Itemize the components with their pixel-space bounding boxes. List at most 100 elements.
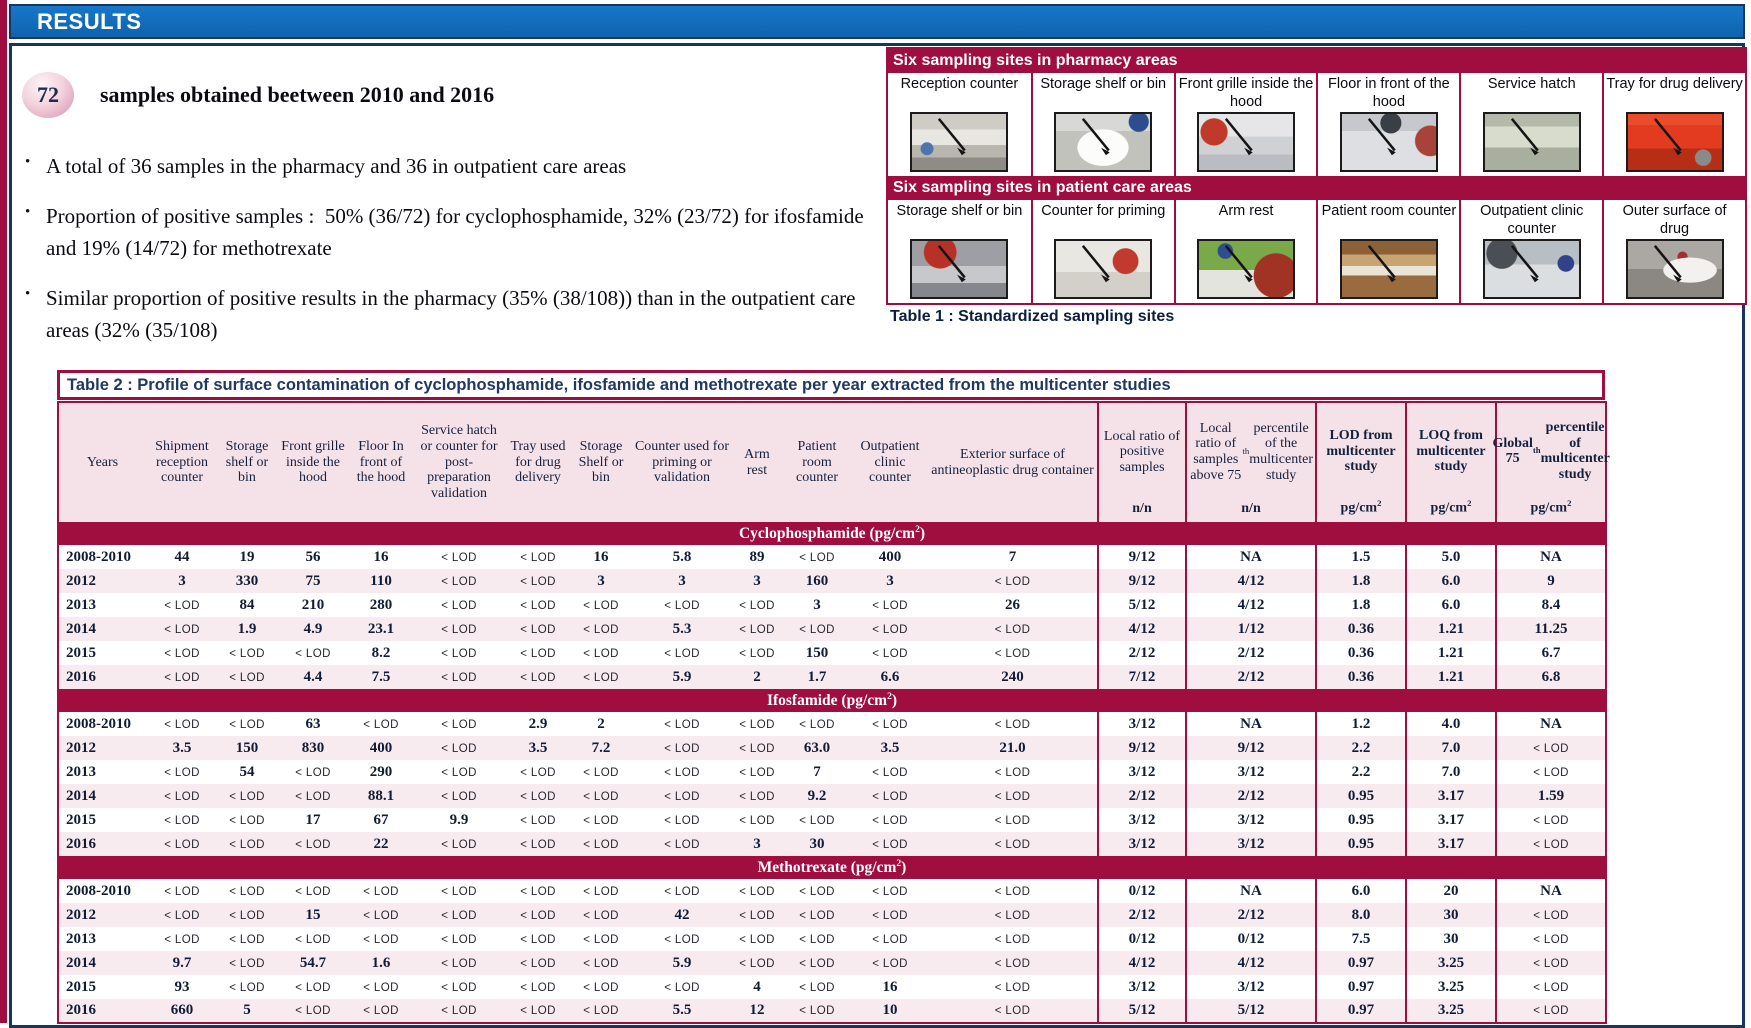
table2-cell: 44 [174, 548, 190, 565]
table2-cell: < LOD [664, 814, 700, 827]
table2-cell: 2 [597, 715, 605, 732]
sampling-site-photo [1339, 112, 1438, 172]
table2-cell: 3/12 [1185, 975, 1316, 999]
table2-cell: 9.9 [449, 811, 469, 828]
sample-arrow-icon [1082, 245, 1110, 283]
table2-cell: 0.36 [1315, 641, 1406, 665]
table2-cell: 3.25 [1405, 999, 1496, 1023]
table2-cell: 6.0 [1405, 593, 1496, 617]
table2-cell: < LOD [852, 784, 928, 808]
table2-panel: Table 2 : Profile of surface contaminati… [57, 370, 1610, 1024]
table2-cell: < LOD [739, 885, 775, 898]
table2-cell: 67 [373, 811, 389, 828]
table2-cell: < LOD [664, 885, 700, 898]
table2-row: 2014 < LOD < LOD < LOD 88.1 < LOD < LOD < LOD < … [58, 784, 1606, 808]
table2-cell: < LOD [295, 933, 331, 946]
table2-cell: 3 [732, 569, 782, 593]
table2-cell: < LOD [520, 647, 556, 660]
table2-cell: < LOD [732, 617, 782, 641]
table2-cell: 22 [350, 832, 412, 856]
table2-cell: < LOD [994, 647, 1031, 660]
table2-cell: < LOD [583, 647, 619, 660]
table2-cell: < LOD [739, 814, 775, 827]
table2-cell: < LOD [928, 569, 1098, 593]
table2-cell: < LOD [570, 832, 632, 856]
table2-cell: 11.25 [1495, 617, 1606, 641]
table2-cell: < LOD [872, 647, 908, 660]
sample-arrow-icon [1510, 118, 1539, 156]
sampling-site-photo [1054, 112, 1153, 172]
table2-cell: 3/12 [1185, 808, 1316, 832]
sampling-site-cell: Arm rest [1173, 200, 1317, 303]
table2-cell: 0.36 [1315, 617, 1406, 641]
table2-cell: 4 [753, 978, 761, 995]
table2-cell: 210 [301, 596, 325, 613]
table2-cell: 16 [593, 548, 609, 565]
sampling-site-cell: Storage shelf or bin [888, 200, 1031, 303]
table2-cell: < LOD [928, 999, 1098, 1023]
table2-cell: 42 [632, 903, 732, 927]
table2-cell: 2012 [58, 903, 146, 927]
table2-cell: < LOD [412, 999, 506, 1023]
table2-cell: < LOD [506, 951, 570, 975]
table2-cell: < LOD [852, 951, 928, 975]
sampling-site-photo [910, 239, 1009, 299]
table2-cell: < LOD [350, 999, 412, 1023]
table2-cell: < LOD [520, 885, 556, 898]
table2-cell: < LOD [583, 766, 619, 779]
table2-cell: 7.0 [1405, 736, 1496, 760]
table2-cell: 1.9 [218, 617, 276, 641]
bullet-text: Similar proportion of positive results i… [46, 285, 861, 343]
table2-cell: 3 [146, 569, 218, 593]
table2-cell: 7/12 [1097, 665, 1186, 689]
table2-cell: 1.21 [1405, 641, 1496, 665]
table2-cell: 0/12 [1185, 927, 1316, 951]
table2-cell: 10 [852, 999, 928, 1023]
table2-cell: 1.21 [1405, 617, 1496, 641]
table2-cell: 3.17 [1405, 832, 1496, 856]
table2-cell: 1.59 [1495, 784, 1606, 808]
table2-cell: < LOD [146, 903, 218, 927]
table2-cell: < LOD [229, 647, 265, 660]
table2-cell: 2014 [58, 784, 146, 808]
table2-cell: < LOD [218, 951, 276, 975]
sampling-site-photo [1339, 239, 1438, 299]
table2-cell: 93 [174, 978, 190, 995]
table2-section-title: Methotrexate (pg/cm2) [58, 856, 1606, 879]
sampling-site-cell: Reception counter [888, 73, 1031, 176]
table2-cell: < LOD [441, 599, 477, 612]
table2-column-header: LOQ from multicenter study pg/cm2 [1405, 402, 1496, 522]
table2-cell: 8.0 [1315, 903, 1406, 927]
table2-cell: < LOD [664, 718, 700, 731]
table2-cell: < LOD [412, 903, 506, 927]
table2-cell: < LOD [218, 665, 276, 689]
table2-cell: < LOD [994, 766, 1031, 779]
table2-cell: 89 [749, 548, 765, 565]
table2-cell: < LOD [739, 933, 775, 946]
table2-cell: 830 [276, 736, 350, 760]
table1-section-title: Six sampling sites in patient care areas [888, 176, 1745, 200]
table2-cell: < LOD [872, 766, 908, 779]
table2-column-header: Outpatient clinic counter [852, 402, 928, 522]
sampling-site-label: Tray for drug delivery [1606, 76, 1743, 92]
table2-cell: < LOD [164, 814, 200, 827]
table2-cell: 7.2 [570, 736, 632, 760]
table2-cell: 3/12 [1185, 760, 1316, 784]
table2-cell: < LOD [295, 981, 331, 994]
table2-cell: 2014 [58, 617, 146, 641]
table2-cell: 2008-2010 [66, 548, 131, 565]
table2-cell: 3.5 [852, 736, 928, 760]
sampling-site-row: Storage shelf or bin Counter for priming A… [888, 200, 1745, 303]
table2-cell: < LOD [664, 981, 700, 994]
table2-cell: < LOD [799, 551, 835, 564]
table2-cell: < LOD [412, 951, 506, 975]
table2-cell: 1.6 [350, 951, 412, 975]
bullet-list: A total of 36 samples in the pharmacy an… [22, 150, 874, 347]
table2-row: 2014 9.7 < LOD 54.7 1.6 < LOD < LOD < LOD 5.9 < L… [58, 951, 1606, 975]
table2-cell: < LOD [363, 981, 399, 994]
table2-cell: < LOD [732, 903, 782, 927]
table2-section-header: Cyclophosphamide (pg/cm2) [58, 522, 1606, 545]
table2-cell: 2.2 [1315, 760, 1406, 784]
table2-column-header: Front grille inside the hood [276, 402, 350, 522]
